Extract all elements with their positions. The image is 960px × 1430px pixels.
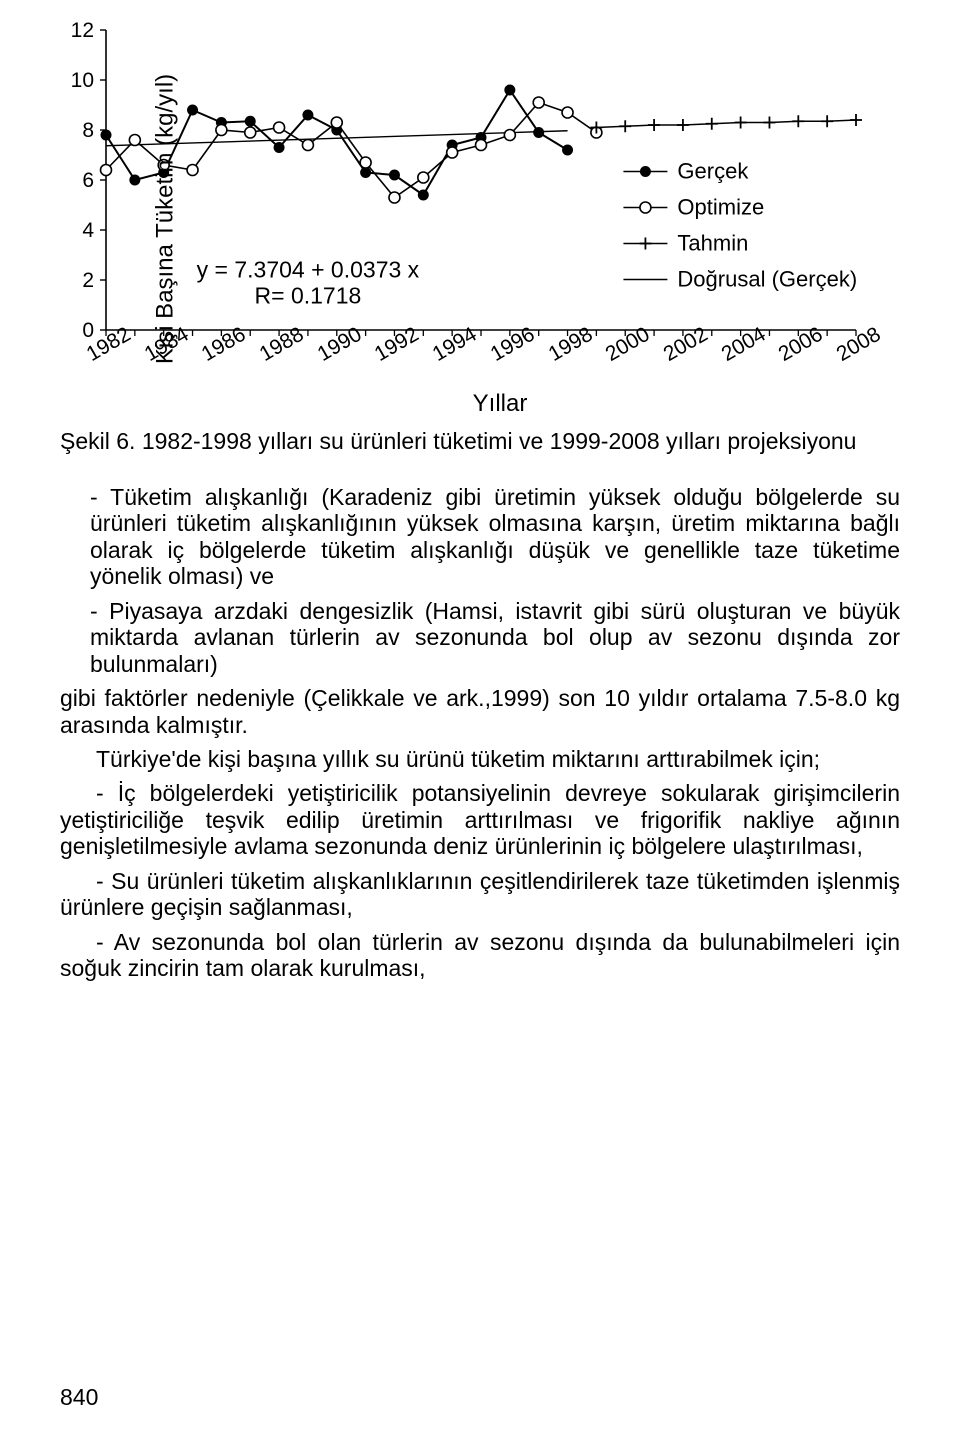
svg-text:Doğrusal (Gerçek): Doğrusal (Gerçek) xyxy=(677,267,857,292)
svg-text:12: 12 xyxy=(71,20,94,42)
svg-text:0: 0 xyxy=(82,319,94,340)
svg-text:Optimize: Optimize xyxy=(677,195,764,220)
y-axis-label: Kişi Başına Tüketim (kg/yıl) xyxy=(151,74,179,364)
bullet-1: - Tüketim alışkanlığı (Karadeniz gibi ür… xyxy=(90,484,900,590)
bullet-2: - Piyasaya arzdaki dengesizlik (Hamsi, i… xyxy=(90,598,900,677)
svg-text:y = 7.3704 + 0.0373 x: y = 7.3704 + 0.0373 x xyxy=(197,257,420,283)
svg-text:8: 8 xyxy=(82,119,94,142)
chart-container: Kişi Başına Tüketim (kg/yıl) 0 2 4 6 8 10 12 y … xyxy=(60,20,900,418)
page-number: 840 xyxy=(60,1384,98,1410)
para-3: - İç bölgelerdeki yetiştiricilik potansi… xyxy=(60,780,900,859)
x-tick-labels: 1982198419861988199019921994199619982000… xyxy=(100,340,900,388)
svg-text:R= 0.1718: R= 0.1718 xyxy=(255,283,362,309)
x-axis-label: Yıllar xyxy=(100,390,900,418)
svg-text:2: 2 xyxy=(82,269,94,292)
line-chart: 0 2 4 6 8 10 12 y = 7.3704 + 0.0373 xR= 0.1718 G… xyxy=(60,20,900,340)
body-text: - Tüketim alışkanlığı (Karadeniz gibi ür… xyxy=(60,484,900,981)
para-5: - Av sezonunda bol olan türlerin av sezo… xyxy=(60,929,900,982)
svg-text:Gerçek: Gerçek xyxy=(677,159,749,184)
figure-caption: Şekil 6. 1982-1998 yılları su ürünleri t… xyxy=(60,428,900,454)
svg-text:Tahmin: Tahmin xyxy=(677,231,748,256)
para-intro: Türkiye'de kişi başına yıllık su ürünü t… xyxy=(60,746,900,772)
bullet-conclusion: gibi faktörler nedeniyle (Çelikkale ve a… xyxy=(60,685,900,738)
svg-text:6: 6 xyxy=(82,169,94,192)
svg-text:10: 10 xyxy=(71,69,94,92)
para-4: - Su ürünleri tüketim alışkanlıklarının … xyxy=(60,868,900,921)
svg-text:4: 4 xyxy=(82,219,94,242)
